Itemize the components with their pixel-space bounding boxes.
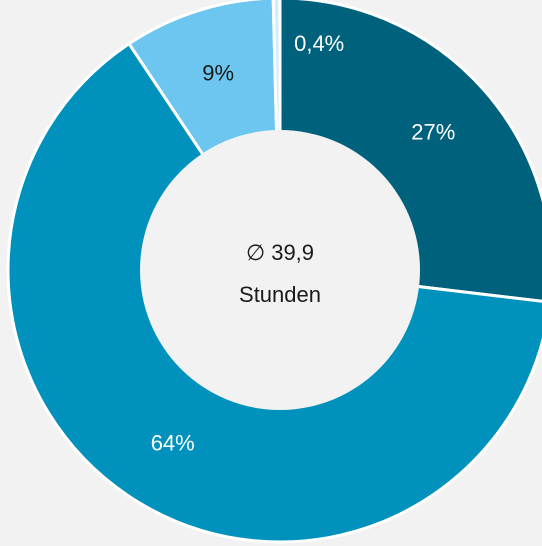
slice-label: 64% — [151, 431, 195, 456]
center-unit: Stunden — [239, 282, 321, 307]
slice-label: 27% — [411, 120, 455, 145]
donut-hole — [140, 130, 420, 410]
center-value: ∅ 39,9 — [246, 240, 314, 265]
slice-label: 9% — [202, 60, 234, 85]
slice-label: 0,4% — [294, 31, 344, 56]
